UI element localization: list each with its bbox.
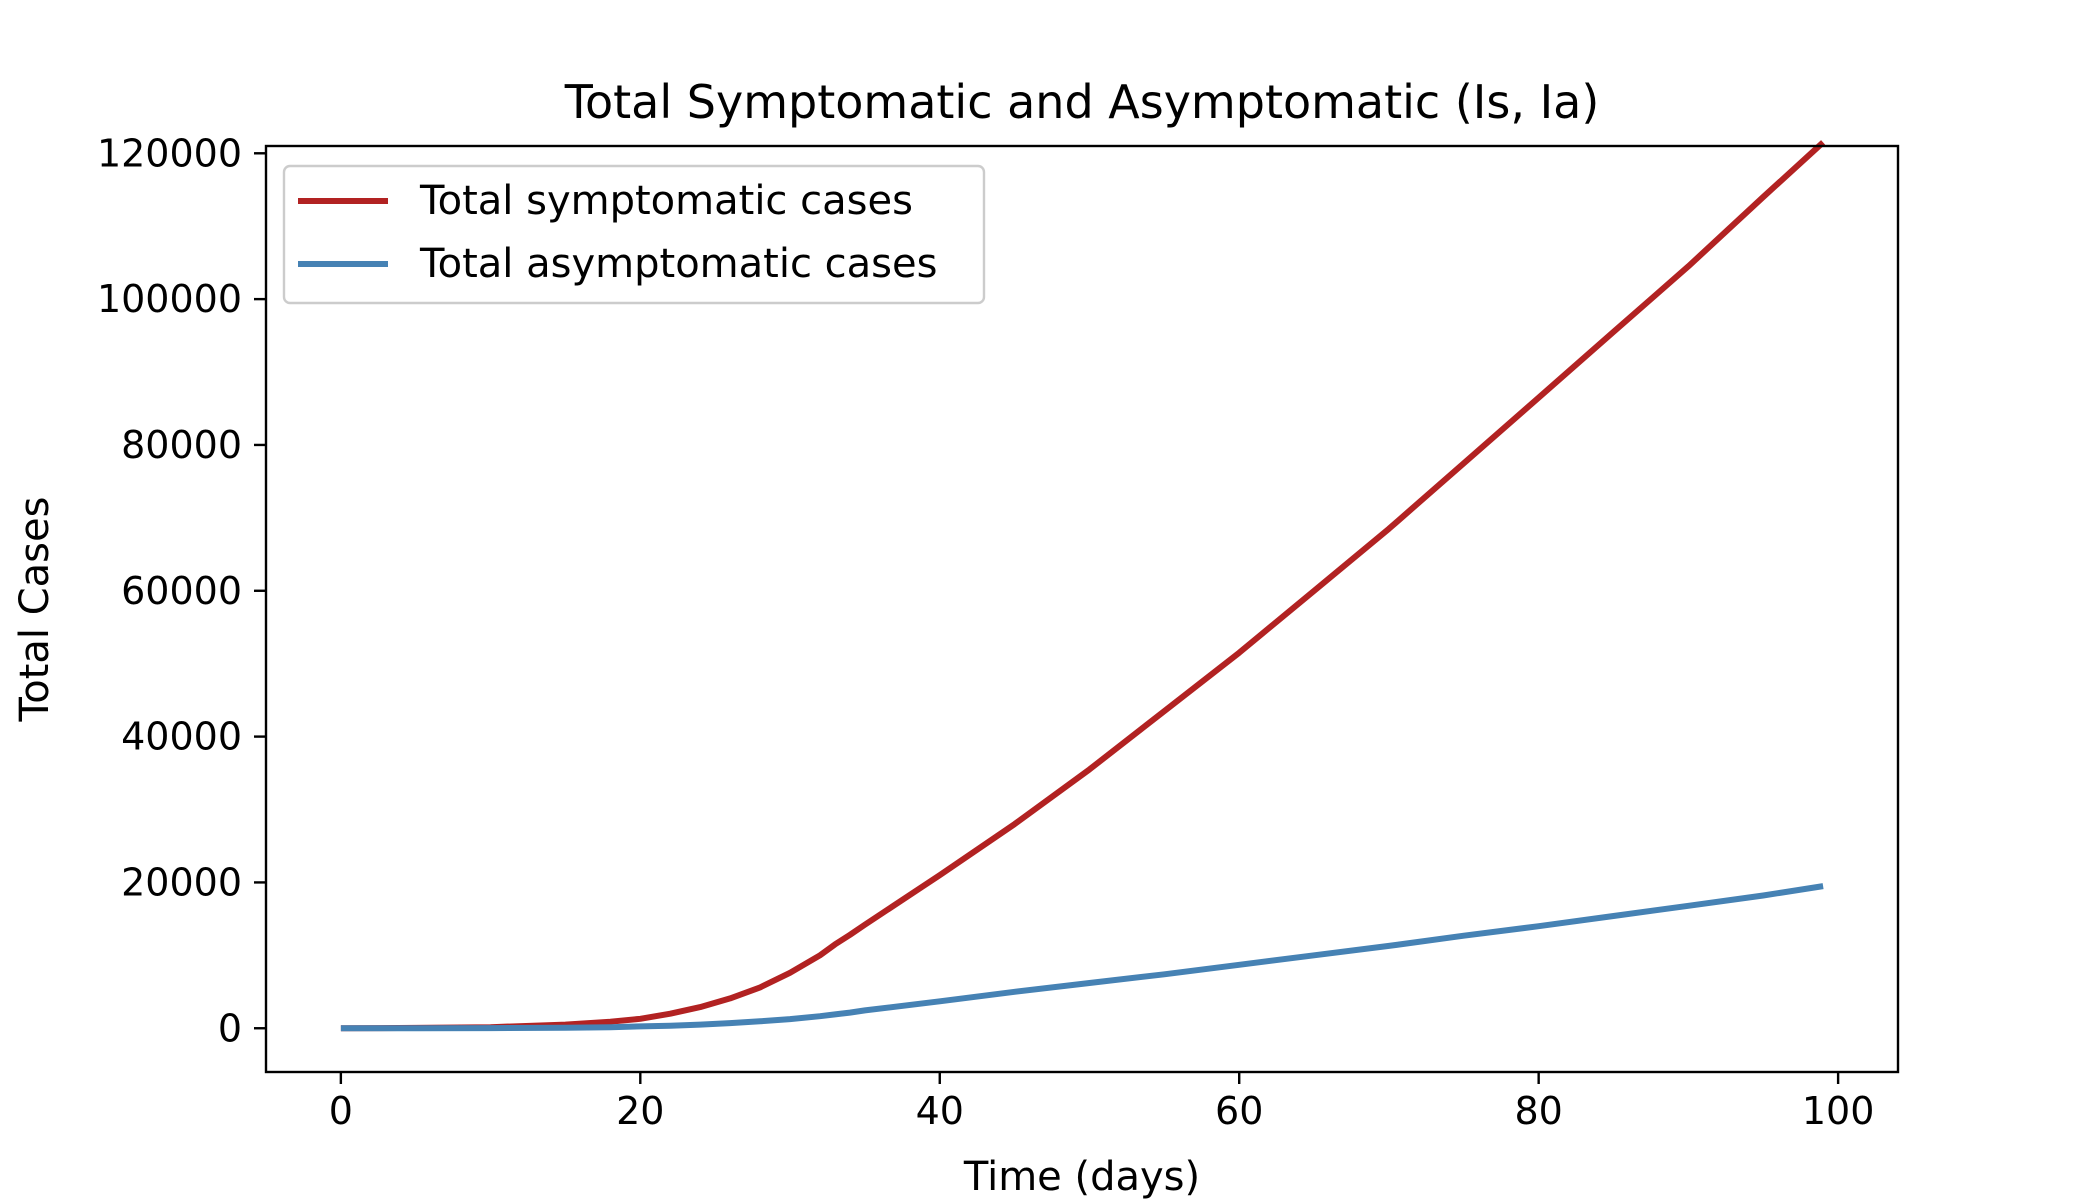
chart-title: Total Symptomatic and Asymptomatic (Is, … [564, 75, 1600, 129]
y-axis-ticks: 0 20000 40000 60000 80000 100000 120000 [97, 131, 266, 1050]
y-tick-label: 20000 [121, 860, 242, 904]
x-tick-label: 100 [1802, 1089, 1875, 1133]
legend-box [282, 164, 986, 305]
x-tick-label: 0 [329, 1089, 353, 1133]
x-tick-label: 40 [916, 1089, 964, 1133]
legend: Total symptomatic cases Total asymptomat… [282, 164, 986, 305]
x-axis-ticks: 0 20 40 60 80 100 [329, 1072, 1875, 1133]
axes-frame [264, 144, 1900, 1074]
y-tick-label: 40000 [121, 715, 242, 759]
legend-label-symptomatic: Total symptomatic cases [419, 178, 913, 224]
y-axis-label: Total Cases [12, 497, 58, 723]
x-axis-label: Time (days) [963, 1154, 1200, 1200]
x-tick-label: 80 [1514, 1089, 1562, 1133]
x-tick-label: 20 [616, 1089, 664, 1133]
series-lines [340, 140, 1826, 1032]
y-tick-label: 80000 [121, 423, 242, 467]
y-tick-label: 0 [218, 1006, 242, 1050]
legend-label-asymptomatic: Total asymptomatic cases [419, 241, 937, 287]
y-tick-label: 60000 [121, 569, 242, 613]
series-line-symptomatic [340, 140, 1826, 1032]
y-tick-label: 120000 [97, 131, 242, 175]
y-tick-label: 100000 [97, 277, 242, 321]
x-tick-label: 60 [1215, 1089, 1263, 1133]
series-line-asymptomatic [340, 883, 1824, 1032]
